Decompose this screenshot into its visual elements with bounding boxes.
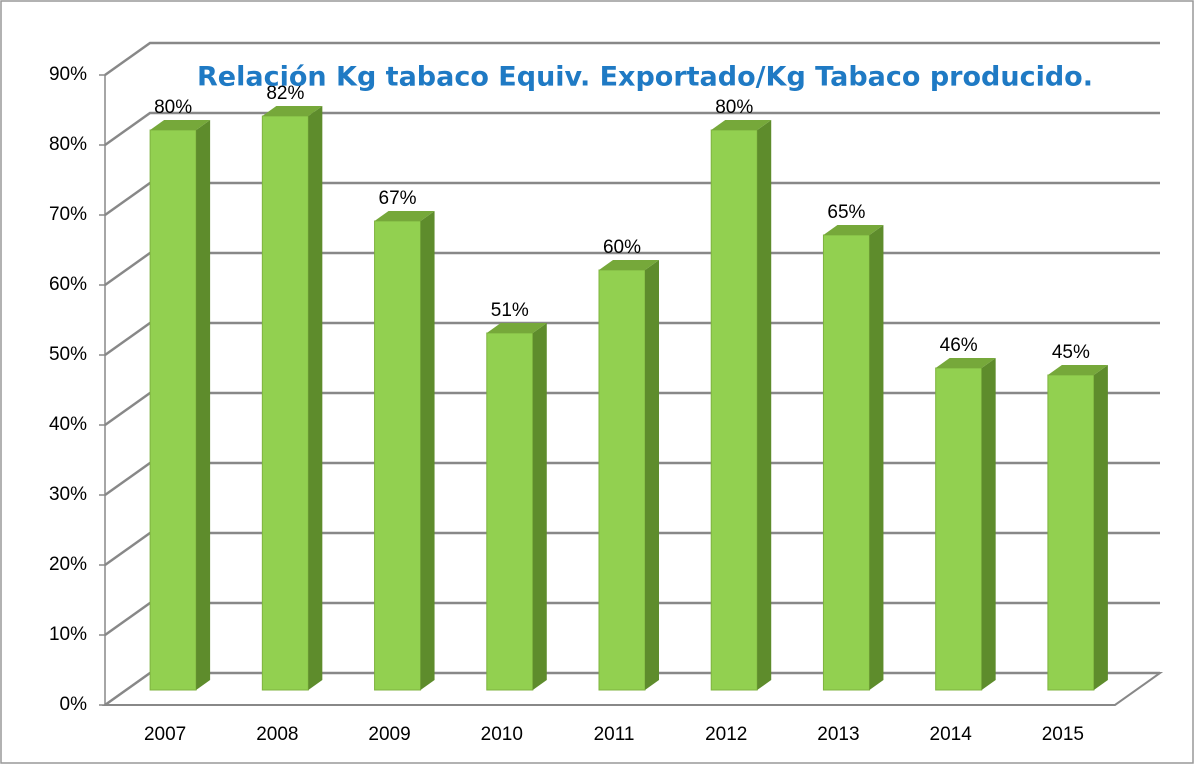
x-tick-label: 2012 (705, 724, 747, 745)
bar-side (869, 225, 884, 690)
bar-top (262, 106, 323, 116)
bar-side (1093, 365, 1108, 690)
value-label: 51% (491, 300, 529, 321)
value-label: 60% (603, 237, 641, 258)
bar (374, 220, 422, 691)
x-tick-label: 2007 (144, 724, 186, 745)
bar-top (150, 120, 211, 130)
bar (486, 332, 534, 691)
value-label: 82% (266, 83, 304, 104)
bar-top (823, 225, 884, 235)
bar (261, 115, 309, 691)
y-tick-label: 50% (49, 344, 87, 365)
bar (149, 129, 197, 691)
bar-side (308, 106, 323, 690)
bar-top (1047, 365, 1108, 375)
x-tick-label: 2009 (368, 724, 410, 745)
bar (1047, 374, 1095, 691)
y-tick-label: 80% (49, 134, 87, 155)
bar-side (645, 260, 659, 690)
bar-top (486, 323, 547, 333)
bar-top (935, 358, 996, 368)
grid-line (104, 111, 1160, 147)
y-tick-label: 20% (49, 554, 87, 575)
value-label: 45% (1052, 342, 1090, 363)
x-tick-label: 2015 (1042, 724, 1084, 745)
value-label: 46% (940, 335, 978, 356)
value-label: 80% (154, 97, 192, 118)
bar-side (981, 358, 996, 690)
grid-line (104, 41, 1160, 77)
x-tick-label: 2010 (481, 724, 523, 745)
value-label: 80% (715, 97, 753, 118)
plot: 0% 10% 20% 30% 40% 50% 60% 70% 80% 90% 2007 80% 2008… (49, 41, 1164, 745)
bar-side (420, 211, 435, 690)
bar-top (599, 260, 659, 270)
y-tick-label: 0% (60, 694, 88, 715)
y-tick-label: 10% (49, 624, 87, 645)
bar-side (196, 120, 211, 690)
chart-title: Relación Kg tabaco Equiv. Exportado/Kg T… (197, 62, 1093, 93)
y-tick-label: 60% (49, 274, 87, 295)
y-tick-label: 70% (49, 204, 87, 225)
bar (598, 269, 646, 691)
bar-side (757, 120, 772, 690)
bar (710, 129, 758, 691)
x-tick-label: 2014 (930, 724, 973, 745)
x-tick-label: 2013 (817, 724, 859, 745)
x-tick-label: 2011 (594, 724, 635, 745)
x-tick-label: 2008 (256, 724, 298, 745)
bar-side (532, 323, 547, 690)
bar (935, 367, 983, 691)
bar-top (374, 211, 435, 221)
value-label: 65% (827, 202, 865, 223)
bar-top (711, 120, 772, 130)
bar (822, 234, 870, 691)
y-tick-label: 90% (49, 64, 87, 85)
y-tick-label: 40% (49, 414, 87, 435)
value-label: 67% (379, 188, 417, 209)
y-tick-label: 30% (49, 484, 87, 505)
